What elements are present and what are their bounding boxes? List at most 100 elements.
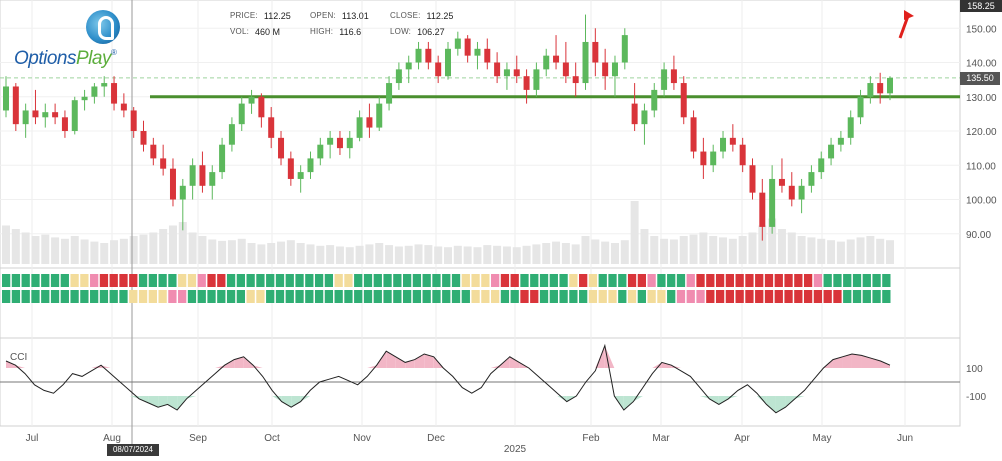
volume-bar bbox=[748, 232, 757, 264]
volume-bar bbox=[679, 236, 688, 264]
signal-cell bbox=[217, 274, 226, 287]
volume-bar bbox=[227, 240, 236, 264]
volume-bar bbox=[630, 201, 639, 264]
volume-bar bbox=[316, 245, 325, 264]
signal-cell bbox=[138, 290, 148, 303]
candle-body bbox=[592, 41, 599, 63]
volume-bar bbox=[591, 239, 600, 264]
signal-cell bbox=[539, 290, 549, 303]
signal-cell bbox=[862, 290, 871, 303]
volume-bar bbox=[453, 245, 462, 264]
volume-bar bbox=[394, 246, 403, 264]
volume-bar bbox=[178, 222, 187, 264]
signal-cell bbox=[109, 290, 118, 303]
x-tick-label: Jul bbox=[26, 433, 39, 444]
logo-word-options: Options bbox=[14, 48, 76, 69]
signal-cell bbox=[50, 274, 60, 287]
signal-cell bbox=[324, 274, 334, 287]
signal-cell bbox=[676, 274, 686, 287]
signal-cell bbox=[363, 274, 373, 287]
price-value: 112.25 bbox=[263, 11, 291, 21]
signal-cell bbox=[422, 290, 431, 303]
signal-cell bbox=[285, 274, 294, 287]
candle-body bbox=[680, 83, 687, 118]
volume-bar bbox=[699, 232, 708, 264]
candle-body bbox=[729, 137, 736, 145]
ohlc-high: HIGH: 116.6 bbox=[310, 27, 390, 37]
signal-cell bbox=[21, 290, 30, 303]
signal-cell bbox=[852, 274, 862, 287]
optionsplay-logo: OptionsPlay® bbox=[14, 10, 134, 70]
signal-cell bbox=[451, 290, 461, 303]
candle-body bbox=[346, 137, 353, 149]
cci-oversold-area bbox=[557, 396, 567, 402]
signal-cell bbox=[226, 274, 236, 287]
signal-cell bbox=[11, 290, 21, 303]
signal-cell bbox=[158, 274, 167, 287]
candle-body bbox=[209, 172, 216, 186]
signal-cell bbox=[324, 290, 334, 303]
candle-body bbox=[474, 48, 481, 56]
signal-cell bbox=[696, 290, 705, 303]
signal-cell bbox=[637, 290, 646, 303]
signal-cell bbox=[266, 290, 275, 303]
volume-bar bbox=[610, 243, 619, 264]
trend-arrow-icon bbox=[898, 10, 914, 39]
x-tick-label: Jun bbox=[897, 433, 913, 444]
x-tick-label: May bbox=[813, 433, 832, 444]
signal-cell bbox=[686, 274, 695, 287]
cci-oversold-area bbox=[148, 396, 159, 408]
top-price-flag: 158.25 bbox=[960, 0, 1002, 12]
volume-bar bbox=[728, 238, 737, 264]
cci-label: CCI bbox=[10, 352, 27, 363]
signal-cell bbox=[471, 290, 480, 303]
signal-cell bbox=[481, 274, 490, 287]
candle-body bbox=[179, 185, 186, 200]
cci-line bbox=[5, 343, 891, 414]
signal-cell bbox=[314, 290, 324, 303]
signal-cell bbox=[676, 290, 686, 303]
volume-bar bbox=[512, 247, 521, 264]
volume-bar bbox=[689, 234, 698, 264]
signal-cell bbox=[80, 290, 89, 303]
cci-oversold-area bbox=[300, 396, 311, 402]
signal-cell bbox=[510, 290, 519, 303]
signal-cell bbox=[735, 274, 744, 287]
signal-cell bbox=[109, 274, 118, 287]
ohlc-price: PRICE: 112.25 bbox=[230, 11, 310, 21]
volume-bar bbox=[836, 241, 845, 264]
signal-cell bbox=[31, 290, 40, 303]
signal-cell bbox=[60, 290, 69, 303]
volume-bar bbox=[522, 245, 531, 264]
signal-cell bbox=[745, 274, 754, 287]
volume-bar bbox=[552, 241, 561, 264]
signal-cell bbox=[60, 274, 69, 287]
candle-body bbox=[52, 112, 59, 118]
signal-cell bbox=[80, 274, 89, 287]
signal-cell bbox=[520, 290, 529, 303]
signal-cell bbox=[686, 290, 695, 303]
volume-bar bbox=[139, 234, 148, 264]
signal-cell bbox=[90, 290, 99, 303]
volume-bar bbox=[650, 236, 659, 264]
candle-body bbox=[3, 86, 9, 111]
cci-overbought-area bbox=[224, 359, 235, 368]
signal-cell bbox=[539, 274, 549, 287]
ohlc-open: OPEN: 113.01 bbox=[310, 11, 390, 21]
signal-cell bbox=[461, 290, 470, 303]
candle-body bbox=[356, 117, 363, 138]
signal-cell bbox=[588, 290, 598, 303]
signal-cell bbox=[784, 290, 793, 303]
signal-cell bbox=[618, 290, 627, 303]
candle-body bbox=[700, 151, 707, 166]
candle-body bbox=[386, 83, 393, 104]
candle-body bbox=[523, 76, 530, 90]
volume-bar bbox=[719, 237, 728, 264]
signal-cell bbox=[70, 274, 79, 287]
volume-bar bbox=[532, 244, 541, 264]
candle-body bbox=[445, 48, 451, 77]
volume-bar bbox=[110, 240, 119, 264]
signal-cell bbox=[745, 290, 754, 303]
candle-body bbox=[710, 151, 717, 166]
